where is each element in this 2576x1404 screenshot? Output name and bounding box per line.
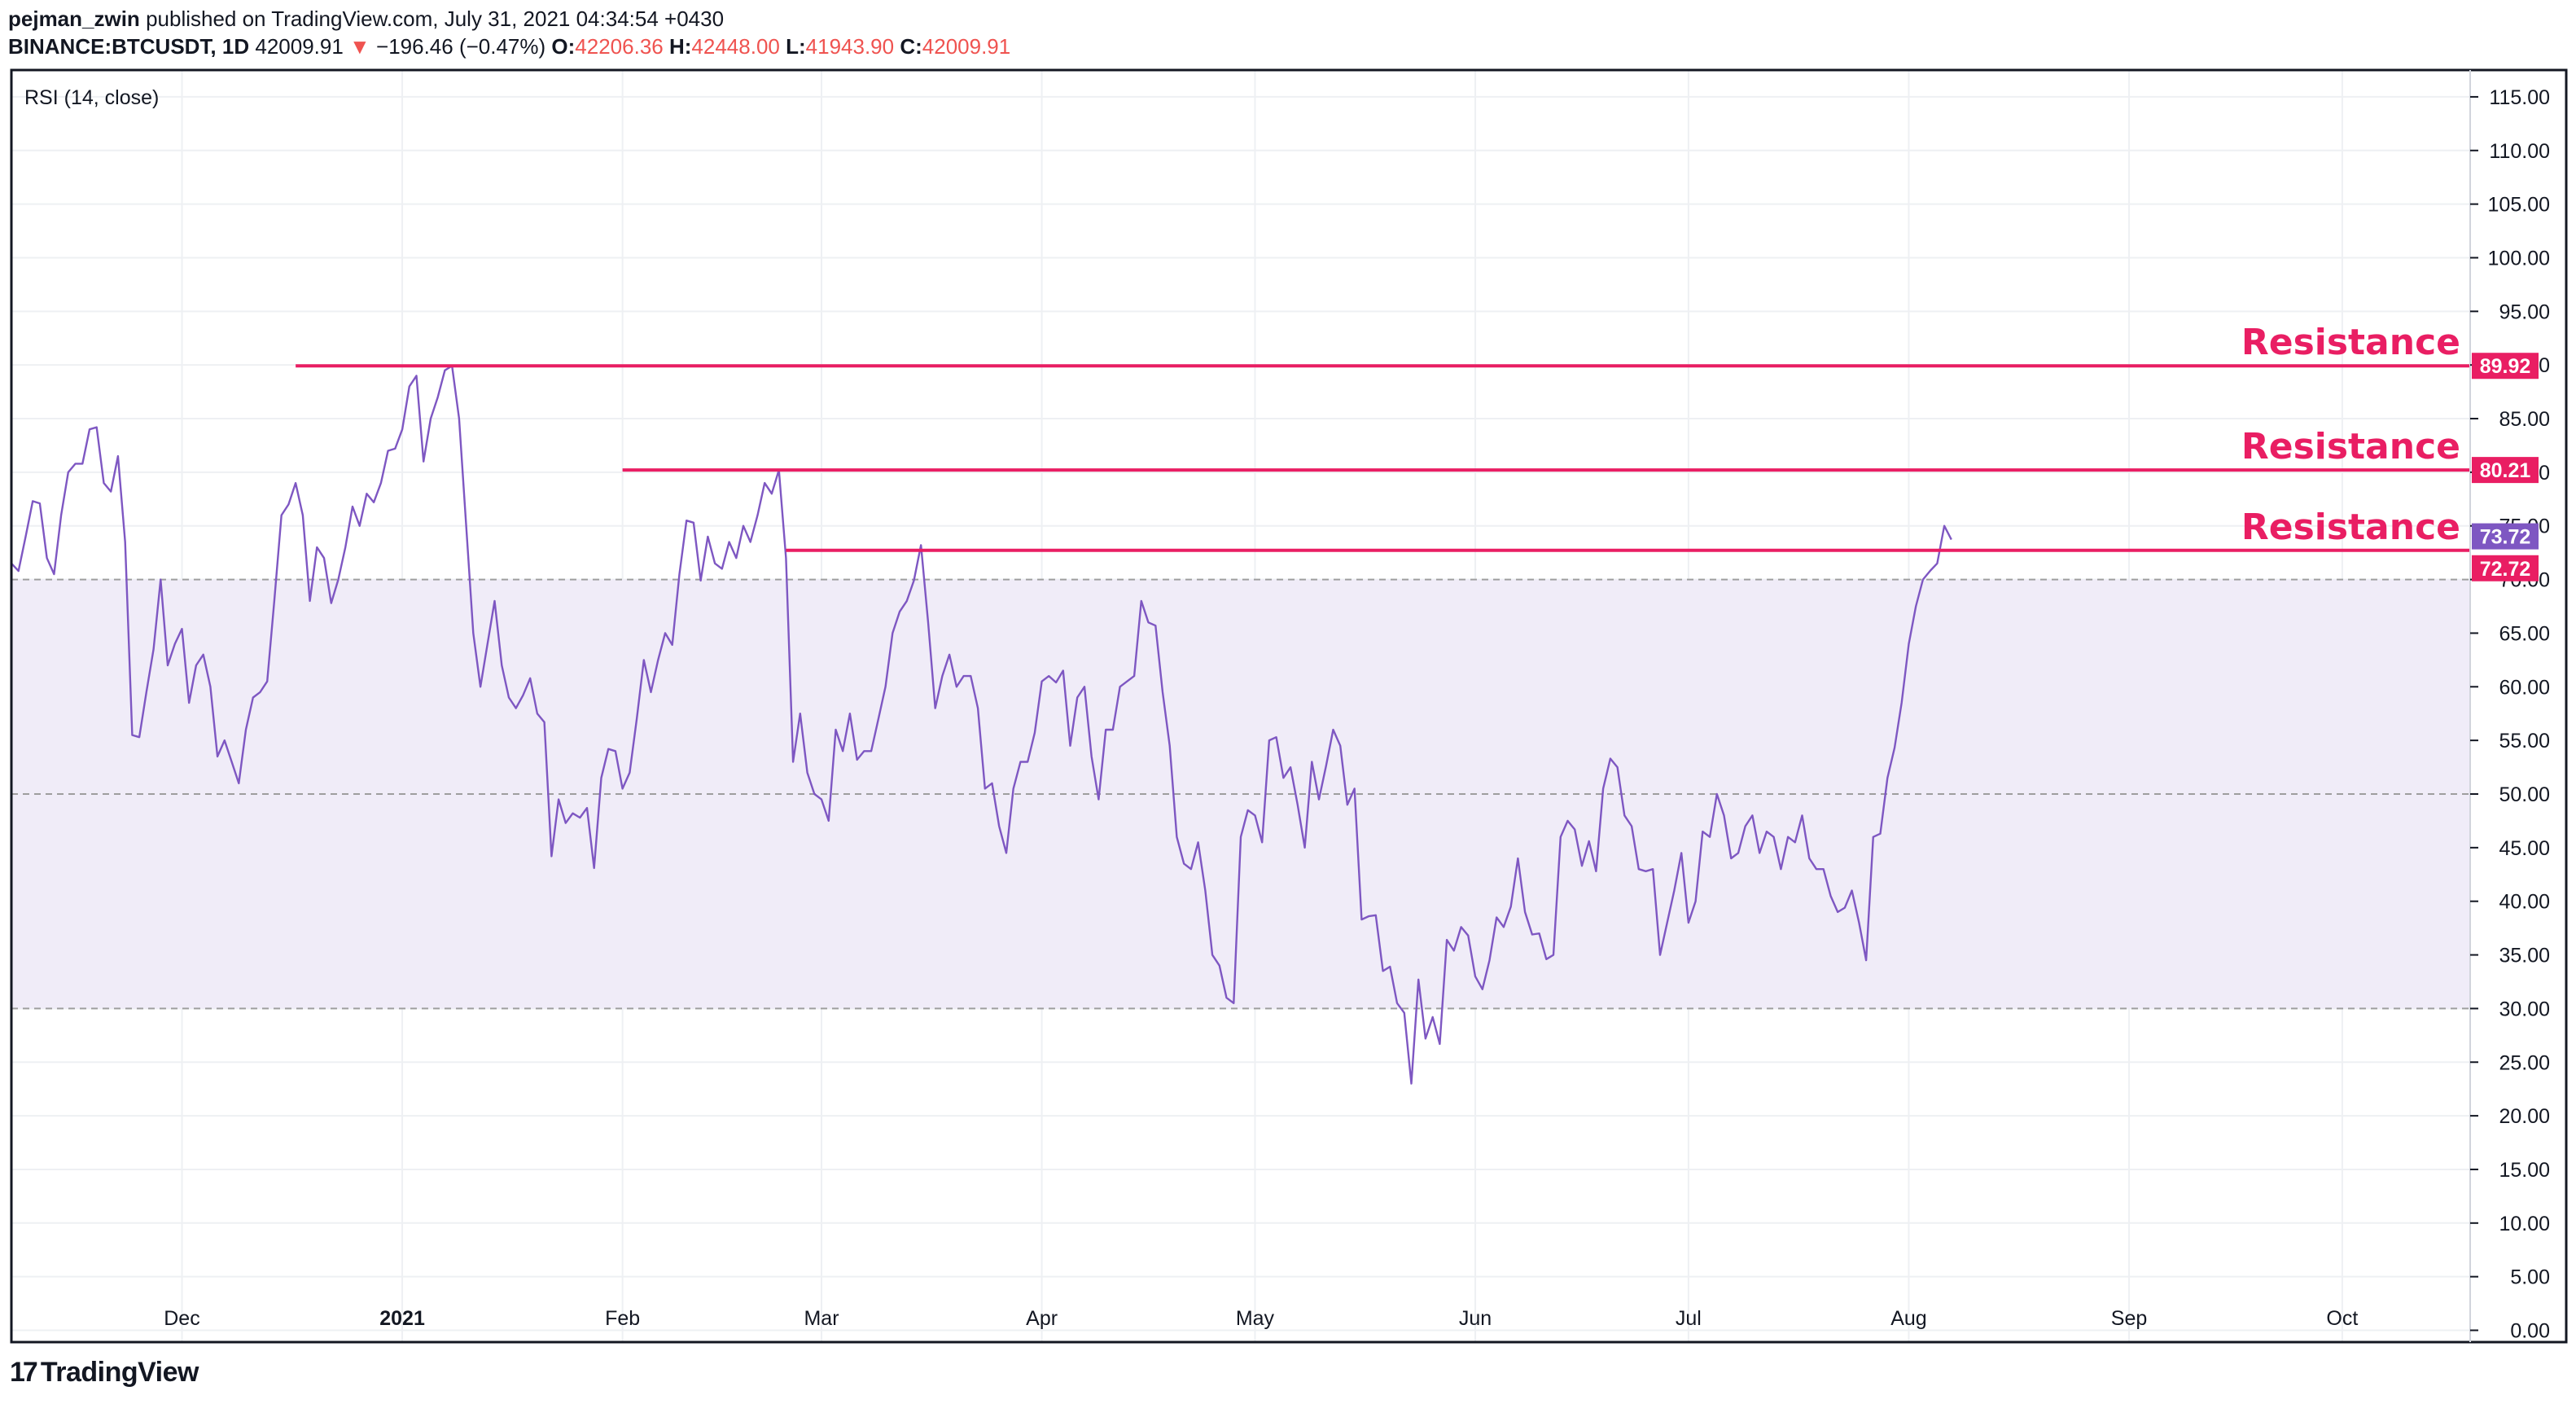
current-rsi-badge: 73.72 [2480,526,2531,549]
x-tick-label: Jul [1676,1307,1702,1330]
y-tick-label: 35.00 [2499,945,2550,967]
tradingview-logo[interactable]: 17 TradingView [10,1357,199,1389]
rsi-series-line[interactable] [11,365,1952,1085]
x-tick-label: Feb [605,1307,640,1330]
x-tick-label: May [1236,1307,1275,1330]
tradingview-brand-text: TradingView [40,1357,199,1388]
y-tick-label: 5.00 [2510,1266,2550,1289]
high-value: 42448.00 [691,34,780,59]
plot-frame [10,68,2568,1344]
y-tick-label: 40.00 [2499,891,2550,914]
open-label: O: [551,34,576,59]
symbol-label: BINANCE:BTCUSDT, 1D [8,34,250,59]
y-tick-label: 85.00 [2499,408,2550,431]
y-tick-label: 45.00 [2499,837,2550,860]
current-rsi-badge-bg [2472,523,2539,550]
x-tick-label: 2021 [379,1307,425,1330]
x-tick-label: Aug [1890,1307,1926,1330]
resistance-value-badge: 72.72 [2480,558,2531,581]
last-price: 42009.91 [255,34,344,59]
y-tick-label: 115.00 [2489,86,2550,109]
resistance-value-badge-bg [2472,555,2539,581]
publish-info: pejman_zwin published on TradingView.com… [8,5,724,33]
resistance-label: Resistance [2241,322,2460,363]
y-tick-label: 60.00 [2499,676,2550,699]
y-tick-label: 65.00 [2499,622,2550,645]
low-label: L: [786,34,806,59]
y-tick-label: 100.00 [2488,247,2550,270]
resistance-label: Resistance [2241,426,2460,467]
down-arrow-icon: ▼ [349,34,370,59]
y-tick-label: 55.00 [2499,730,2550,752]
low-value: 41943.90 [805,34,895,59]
y-tick-label: 105.00 [2488,194,2550,217]
price-change: −196.46 (−0.47%) [376,34,546,59]
x-tick-label: Oct [2326,1307,2358,1330]
high-label: H: [668,34,692,59]
published-text: published on TradingView.com, July 31, 2… [146,7,725,31]
y-tick-label: 20.00 [2499,1105,2550,1128]
tradingview-logo-icon: 17 [10,1357,38,1388]
x-tick-label: Mar [804,1307,839,1330]
resistance-value-badge: 89.92 [2480,355,2531,378]
rsi-band-fill [11,579,2470,1009]
symbol-info: BINANCE:BTCUSDT, 1D 42009.91 ▼ −196.46 (… [8,33,1010,60]
resistance-value-badge-bg [2472,457,2539,484]
y-tick-label: 10.00 [2499,1213,2550,1235]
indicator-title[interactable]: RSI (14, close) [24,86,159,109]
x-tick-label: Apr [1026,1307,1058,1330]
resistance-label: Resistance [2241,507,2460,548]
x-tick-label: Dec [164,1307,199,1330]
y-tick-label: 50.00 [2499,783,2550,806]
y-tick-label: 0.00 [2510,1320,2550,1343]
author-name[interactable]: pejman_zwin [8,7,140,31]
close-value: 42009.91 [922,34,1011,59]
y-tick-label: 25.00 [2499,1051,2550,1074]
resistance-value-badge: 80.21 [2480,459,2531,482]
close-label: C: [900,34,922,59]
y-tick-label: 110.00 [2489,140,2550,163]
y-tick-label: 30.00 [2499,998,2550,1020]
y-tick-label: 15.00 [2499,1159,2550,1182]
resistance-value-badge-bg [2472,353,2539,380]
open-value: 42206.36 [575,34,664,59]
x-tick-label: Jun [1459,1307,1492,1330]
x-tick-label: Sep [2111,1307,2147,1330]
y-tick-label: 95.00 [2499,301,2550,323]
